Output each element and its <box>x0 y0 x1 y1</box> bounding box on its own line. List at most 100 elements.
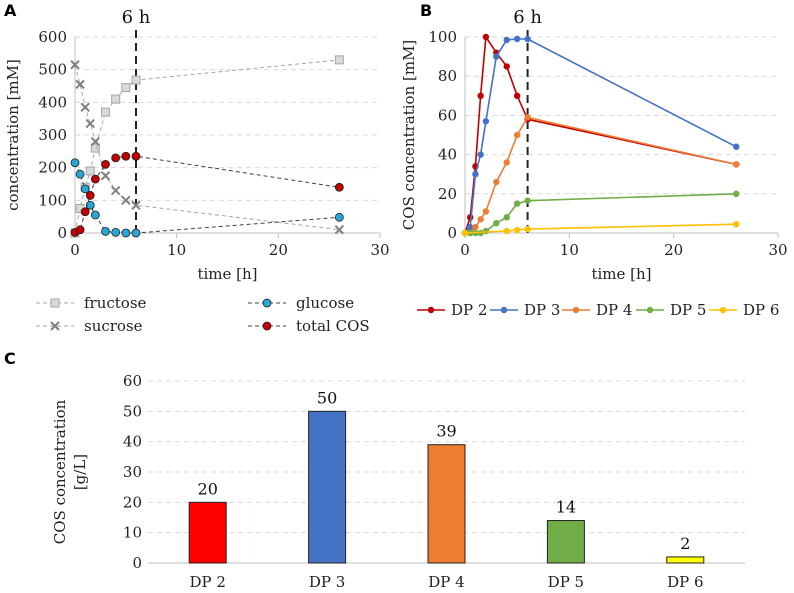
series-total-cos-point <box>90 174 100 184</box>
series-glucose-point <box>101 226 110 236</box>
legend-item-fructose: fructose <box>36 294 147 312</box>
legend-item-total-cos: total COS <box>248 317 370 335</box>
legend-item-dp-6: DP 6 <box>709 301 779 319</box>
legend-item-dp-3: DP 3 <box>490 301 560 319</box>
six-hour-annotation: 6 h <box>513 7 542 28</box>
x-tick-label: 30 <box>768 241 787 259</box>
legend-item-glucose: glucose <box>248 294 354 312</box>
series-dp-4-point <box>503 159 510 166</box>
series-sucrose-point-stroke2 <box>100 171 111 181</box>
y-tick-label: 20 <box>438 185 457 203</box>
y-tick-label: 20 <box>123 493 142 511</box>
series-sucrose-point-stroke2 <box>90 136 101 147</box>
legend-item-sucrose: sucrose <box>36 317 143 335</box>
series-fructose-point <box>101 107 110 117</box>
series-fructose-point <box>131 75 141 85</box>
x-axis-label: time [h] <box>197 265 257 283</box>
series-sucrose-point-stroke2 <box>121 195 131 206</box>
legend-item-glucose-label: glucose <box>296 294 354 312</box>
series-sucrose-point <box>90 136 101 147</box>
series-dp-4 <box>461 114 740 237</box>
y-tick-label: 60 <box>438 106 457 124</box>
series-dp-3-line <box>464 38 737 234</box>
x-category-label: DP 6 <box>667 573 703 591</box>
chart-b: 0 20 40 60 80 100 0 10 20 30 time [h] COS concentra… <box>400 7 788 283</box>
series-dp-3-point <box>482 118 490 125</box>
series-sucrose-point-stroke2 <box>85 118 95 129</box>
series-dp-4-point <box>482 208 490 215</box>
series-glucose-point <box>334 212 344 222</box>
series-total-cos-point <box>80 207 90 217</box>
y-tick-label: 80 <box>438 67 457 85</box>
legend-item-dp-3-label: DP 3 <box>524 301 560 319</box>
series-dp-2-point <box>513 92 521 100</box>
series-glucose-point <box>90 210 100 220</box>
series-dp-4-point <box>493 178 500 186</box>
series-glucose-point <box>85 200 95 210</box>
series-sucrose-point <box>75 79 85 90</box>
series-total-cos-point <box>121 151 131 161</box>
series-dp-3-point <box>467 223 474 231</box>
bar-dp-3-value-label: 50 <box>317 388 337 407</box>
series-total-cos-point <box>101 159 110 169</box>
y-tick-label: 10 <box>123 524 142 542</box>
series-dp-4-point <box>524 114 531 121</box>
bar-dp-3 <box>308 410 347 564</box>
legend-item-dp-5-marker <box>646 306 654 314</box>
bar-dp-6 <box>666 556 705 564</box>
y-tick-label: 30 <box>123 463 142 481</box>
series-sucrose-point-stroke2 <box>110 185 121 196</box>
x-category-label: DP 2 <box>189 573 225 591</box>
x-tick-label: 10 <box>560 241 579 259</box>
y-tick-label: 60 <box>123 372 142 390</box>
chart-c: 0 10 20 30 40 50 60 20 DP 2 50 DP 3 39 DP 4 14 DP 5 2 DP… <box>51 372 745 591</box>
series-dp-3 <box>461 35 740 237</box>
bar-dp-5-value-label: 14 <box>556 498 576 517</box>
y-axis-label-line2: [g/L] <box>71 454 89 490</box>
bar-dp-4 <box>427 444 466 564</box>
legend-item-dp-2: DP 2 <box>417 301 487 319</box>
series-glucose-point <box>131 228 141 238</box>
y-tick-label: 40 <box>438 146 457 164</box>
x-category-label: DP 4 <box>428 573 464 591</box>
bar-dp-2-value-label: 20 <box>198 479 218 498</box>
legend-item-dp-3-marker <box>500 306 508 314</box>
legend-item-dp-2-marker <box>427 306 435 314</box>
legend-item-dp-2-label: DP 2 <box>451 301 487 319</box>
legend-item-dp-6-marker <box>719 306 727 314</box>
x-tick-label: 20 <box>269 241 288 259</box>
series-sucrose-point <box>131 200 141 210</box>
y-axis-label-line1: COS concentration <box>51 399 69 544</box>
panel-c-label: C <box>4 349 16 368</box>
series-sucrose-point <box>121 195 131 206</box>
series-dp-5-point <box>513 200 521 207</box>
x-axis-label: time [h] <box>591 265 651 283</box>
series-total-cos-point <box>75 225 85 235</box>
series-glucose-point <box>75 169 85 179</box>
series-dp-6-point <box>524 225 531 233</box>
y-tick-label: 0 <box>57 224 67 242</box>
series-dp-6-point <box>733 220 740 228</box>
series-dp-5-point <box>493 220 500 227</box>
series-sucrose-point <box>80 102 90 112</box>
series-dp-5-point <box>733 190 740 197</box>
y-tick-label: 50 <box>123 402 142 420</box>
series-dp-2 <box>461 33 740 237</box>
legend-item-sucrose-label: sucrose <box>84 317 143 335</box>
y-tick-label: 40 <box>123 433 142 451</box>
series-sucrose-point-stroke2 <box>75 79 85 90</box>
series-dp-4-point <box>477 216 484 223</box>
legend-item-total-cos-label: total COS <box>296 317 370 335</box>
chart-a: 0 100 200 300 400 500 600 0 10 20 30 time [h] concen… <box>4 7 390 283</box>
series-sucrose-point <box>334 225 345 235</box>
legend-item-sucrose-marker-stroke2 <box>50 321 60 331</box>
series-dp-3-point <box>472 171 479 178</box>
series-sucrose-point <box>85 118 95 129</box>
y-tick-label: 600 <box>38 28 67 46</box>
series-dp-5-point <box>524 197 531 204</box>
x-tick-label: 10 <box>167 241 186 259</box>
x-tick-label: 0 <box>460 241 470 259</box>
y-tick-label: 300 <box>38 126 67 144</box>
legend-item-fructose-label: fructose <box>84 294 147 312</box>
x-tick-label: 20 <box>664 241 683 259</box>
